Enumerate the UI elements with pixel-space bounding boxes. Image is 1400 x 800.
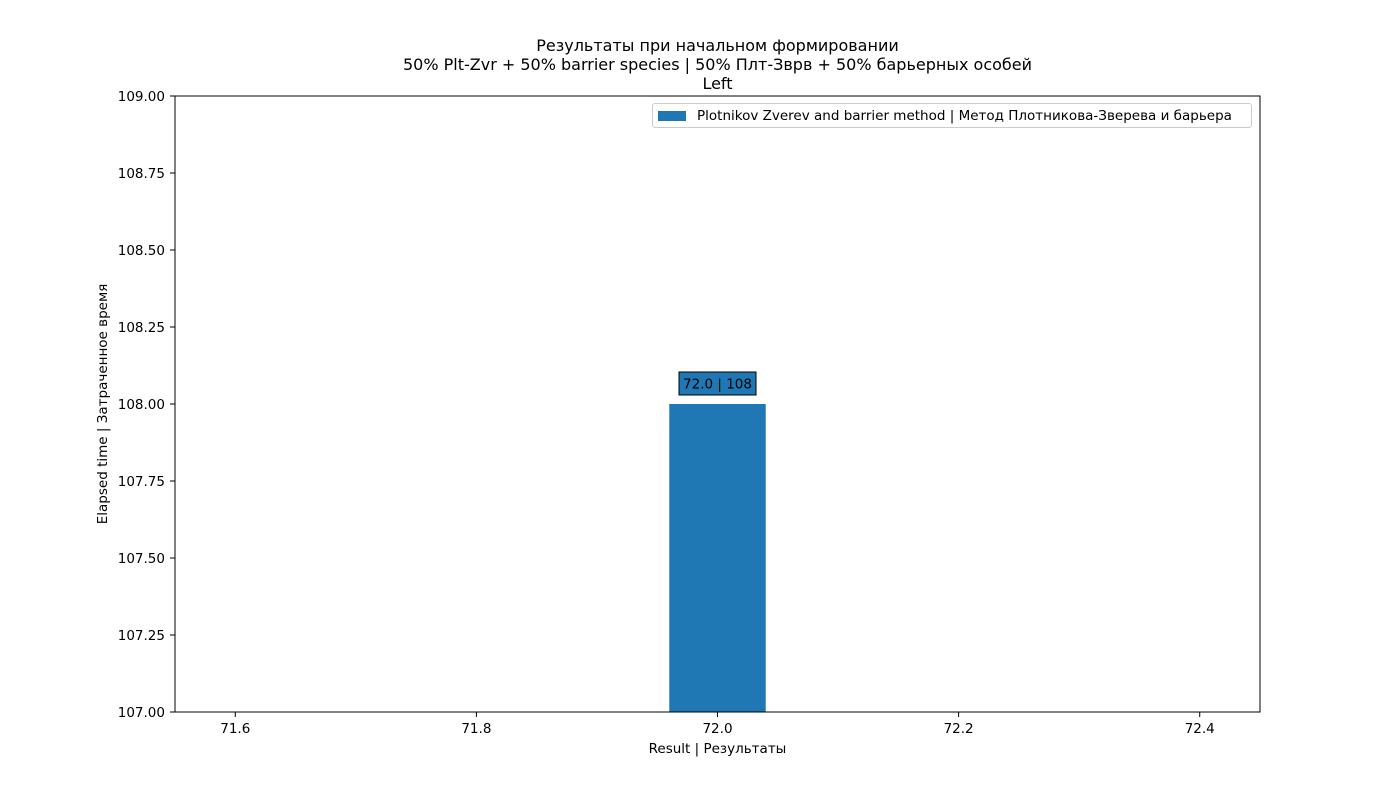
chart-title-line-2: 50% Plt-Zvr + 50% barrier species | 50% … — [402, 55, 1033, 74]
y-axis-label: Elapsed time | Затраченное время — [95, 284, 111, 525]
x-tick-label: 72.0 — [702, 721, 732, 737]
y-tick-label: 107.75 — [118, 474, 165, 490]
y-tick-label: 107.00 — [118, 705, 165, 721]
x-axis-label: Result | Результаты — [649, 741, 787, 757]
legend-swatch — [658, 111, 686, 121]
y-tick-label: 109.00 — [118, 89, 165, 105]
chart-title-line-1: Результаты при начальном формировании — [536, 36, 899, 55]
x-tick-label: 72.2 — [944, 721, 974, 737]
y-axis-ticks: 107.00 107.25 107.50 107.75 108.00 108.25 108.… — [118, 89, 175, 721]
x-tick-label: 71.6 — [220, 721, 250, 737]
legend: Plotnikov Zverev and barrier method | Ме… — [652, 103, 1252, 128]
x-tick-label: 72.4 — [1185, 721, 1215, 737]
y-tick-label: 107.50 — [118, 551, 165, 567]
y-tick-label: 108.75 — [118, 166, 165, 182]
legend-label: Plotnikov Zverev and barrier method | Ме… — [697, 108, 1232, 124]
bar-data-label-0-0: 72.0 | 108 — [683, 377, 752, 393]
bars-group: 72.0 | 108 — [669, 371, 766, 712]
plot-frame — [174, 95, 1261, 713]
bar-label-box-0-0 — [678, 371, 757, 396]
chart-title-line-3: Left — [702, 74, 733, 93]
y-tick-label: 108.25 — [118, 320, 165, 336]
bar-0-0 — [669, 404, 766, 712]
x-tick-label: 71.8 — [461, 721, 491, 737]
y-tick-label: 108.50 — [118, 243, 165, 259]
y-tick-label: 108.00 — [118, 397, 165, 413]
x-axis-ticks: 71.6 71.8 72.0 72.2 72.4 — [220, 712, 1215, 737]
y-tick-label: 107.25 — [118, 628, 165, 644]
